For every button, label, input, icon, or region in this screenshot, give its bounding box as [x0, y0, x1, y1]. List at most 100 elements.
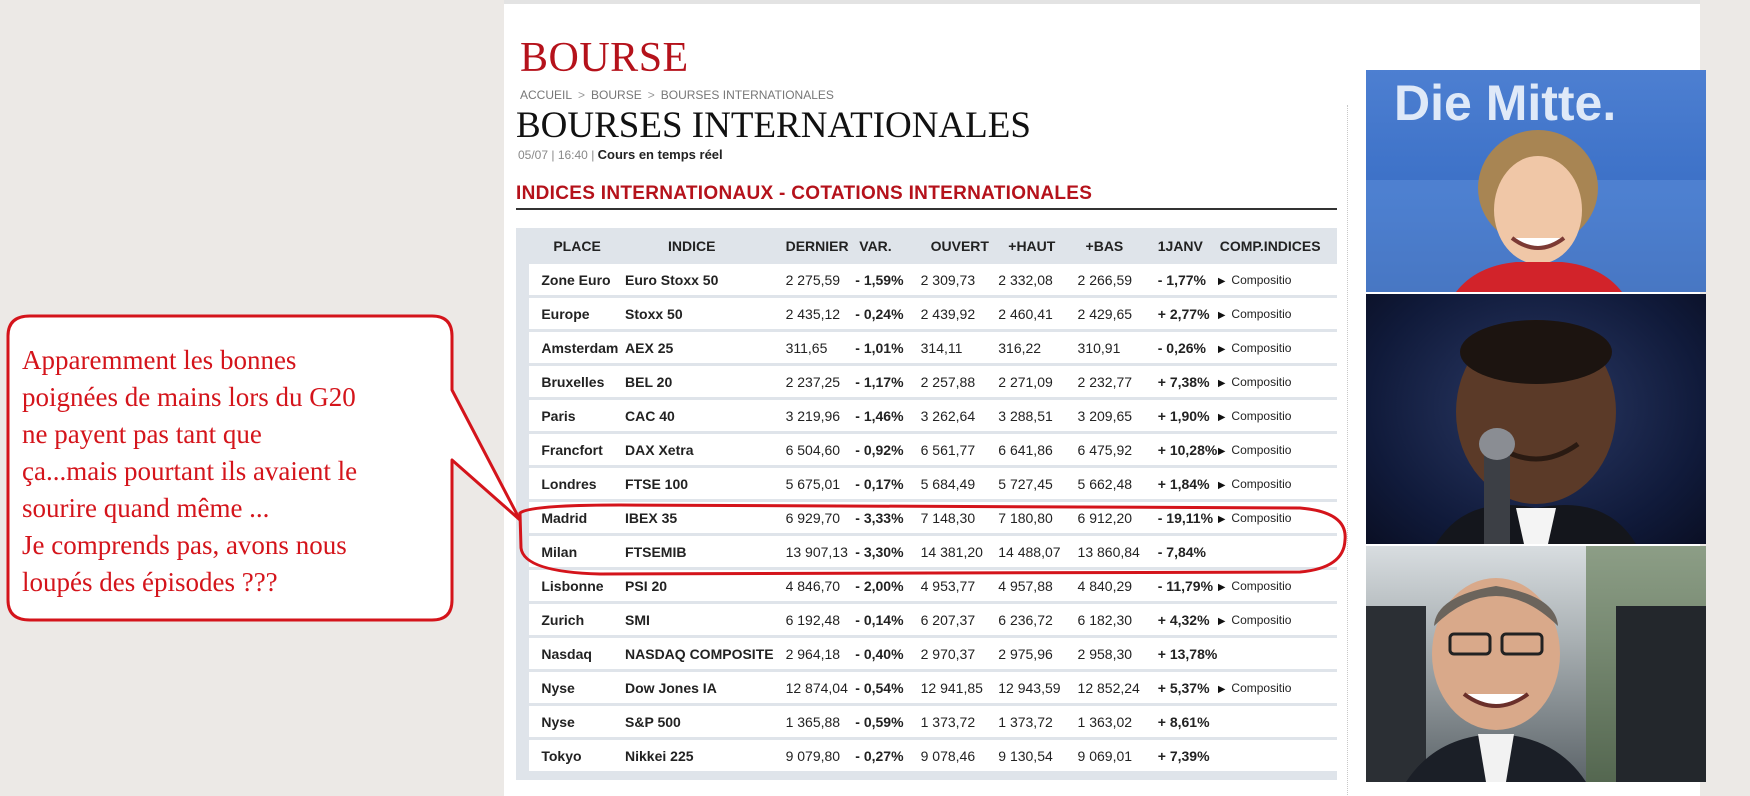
cell-bas: 1 363,02 — [1075, 706, 1156, 740]
cell-indice: Nikkei 225 — [625, 740, 774, 774]
cell-ouvert: 2 439,92 — [916, 298, 997, 332]
cell-dernier: 3 219,96 — [773, 400, 856, 434]
cell-composition[interactable]: ▶ Compositio — [1217, 468, 1337, 502]
photo-merkel-illustration: Die Mitte. — [1366, 75, 1706, 292]
cell-var: - 3,30% — [855, 536, 917, 570]
table-row[interactable]: Londres FTSE 100 5 675,01- 0,17% 5 684,49 5 … — [516, 468, 1337, 502]
annotation-text: Apparemment les bonnes poignées de mains… — [22, 342, 442, 601]
cell-1janv: - 1,77% — [1155, 264, 1218, 298]
photo-merkel: Die Mitte. — [1366, 70, 1706, 292]
cell-haut: 5 727,45 — [996, 468, 1076, 502]
col-header-bas[interactable]: +BAS — [1085, 238, 1124, 254]
cell-var: - 0,54% — [855, 672, 917, 706]
col-header-haut[interactable]: +HAUT — [1008, 238, 1056, 254]
cell-composition[interactable]: ▶ Compositio — [1217, 264, 1337, 298]
composition-link[interactable]: Compositio — [1231, 306, 1292, 321]
cell-indice: CAC 40 — [625, 400, 774, 434]
table-row[interactable]: Francfort DAX Xetra 6 504,60- 0,92% 6 561,7… — [516, 434, 1337, 468]
cell-dernier: 2 964,18 — [773, 638, 856, 672]
table-row[interactable]: Nyse S&P 500 1 365,88- 0,59% 1 373,72 1 373,… — [516, 706, 1337, 740]
cell-indice: NASDAQ COMPOSITE — [625, 638, 774, 672]
triangle-right-icon: ▶ — [1217, 479, 1226, 491]
cell-bas: 3 209,65 — [1075, 400, 1156, 434]
breadcrumb-separator: > — [647, 88, 655, 102]
table-row[interactable]: Milan FTSEMIB 13 907,13- 3,30% 14 381,20 14 … — [516, 536, 1337, 570]
composition-link[interactable]: Compositio — [1231, 374, 1292, 389]
breadcrumb: ACCUEIL > BOURSE > BOURSES INTERNATIONALES — [520, 88, 834, 102]
table-row[interactable]: Bruxelles BEL 20 2 237,25- 1,17% 2 257,88 2 … — [516, 366, 1337, 400]
composition-link[interactable]: Compositio — [1231, 408, 1292, 423]
cell-haut: 7 180,80 — [996, 502, 1076, 536]
table-row[interactable]: Paris CAC 40 3 219,96- 1,46% 3 262,64 3 288,… — [516, 400, 1337, 434]
col-header-1janv[interactable]: 1JANV — [1157, 238, 1203, 254]
cell-bas: 2 429,65 — [1075, 298, 1156, 332]
cell-indice: S&P 500 — [625, 706, 774, 740]
col-header-var[interactable]: VAR. — [859, 238, 892, 254]
table-section-title: INDICES INTERNATIONAUX - COTATIONS INTER… — [516, 183, 1093, 204]
update-date: 05/07 — [518, 148, 549, 162]
quotes-table-container: PLACE INDICE DERNIER VAR. OUVERT +HAUT +… — [516, 228, 1337, 780]
col-header-ouvert[interactable]: OUVERT — [930, 238, 989, 254]
cell-haut: 12 943,59 — [996, 672, 1076, 706]
cell-composition[interactable]: ▶ Compositio — [1217, 502, 1337, 536]
triangle-right-icon: ▶ — [1217, 581, 1226, 593]
cell-composition — [1217, 536, 1337, 570]
cell-haut: 14 488,07 — [996, 536, 1076, 570]
composition-link[interactable]: Compositio — [1231, 442, 1292, 457]
cell-ouvert: 14 381,20 — [916, 536, 997, 570]
cell-composition[interactable]: ▶ Compositio — [1217, 366, 1337, 400]
cell-haut: 4 957,88 — [996, 570, 1076, 604]
cell-var: - 0,27% — [855, 740, 917, 774]
cell-bas: 310,91 — [1075, 332, 1156, 366]
cell-ouvert: 1 373,72 — [916, 706, 997, 740]
table-row[interactable]: Amsterdam AEX 25 311,65- 1,01% 314,11 316,22… — [516, 332, 1337, 366]
breadcrumb-accueil[interactable]: ACCUEIL — [520, 88, 573, 102]
cell-var: - 0,59% — [855, 706, 917, 740]
col-header-dernier[interactable]: DERNIER — [785, 238, 849, 254]
cell-composition[interactable]: ▶ Compositio — [1217, 400, 1337, 434]
col-header-indice[interactable]: INDICE — [668, 238, 716, 254]
cell-dernier: 6 192,48 — [773, 604, 856, 638]
table-row[interactable]: Nasdaq NASDAQ COMPOSITE 2 964,18- 0,40% 2 9… — [516, 638, 1337, 672]
cell-ouvert: 314,11 — [916, 332, 997, 366]
table-row[interactable]: Nyse Dow Jones IA 12 874,04- 0,54% 12 941,8… — [516, 672, 1337, 706]
cell-place: Tokyo — [529, 740, 626, 774]
cell-bas: 2 232,77 — [1075, 366, 1156, 400]
cell-composition[interactable]: ▶ Compositio — [1217, 672, 1337, 706]
cell-var: - 0,92% — [855, 434, 917, 468]
cell-bas: 4 840,29 — [1075, 570, 1156, 604]
cell-haut: 2 332,08 — [996, 264, 1076, 298]
cell-place: Nyse — [529, 672, 626, 706]
breadcrumb-bourse[interactable]: BOURSE — [591, 88, 642, 102]
cell-dernier: 6 929,70 — [773, 502, 856, 536]
breadcrumb-current: BOURSES INTERNATIONALES — [660, 88, 834, 102]
table-row[interactable]: Zone Euro Euro Stoxx 50 2 275,59- 1,59% 2 3… — [516, 264, 1337, 298]
cell-dernier: 12 874,04 — [773, 672, 856, 706]
composition-link[interactable]: Compositio — [1231, 578, 1292, 593]
composition-link[interactable]: Compositio — [1231, 272, 1292, 287]
cell-composition[interactable]: ▶ Compositio — [1217, 434, 1337, 468]
cell-var: - 2,00% — [855, 570, 917, 604]
cell-bas: 5 662,48 — [1075, 468, 1156, 502]
table-row[interactable]: Zurich SMI 6 192,48- 0,14% 6 207,37 6 236,72… — [516, 604, 1337, 638]
composition-link[interactable]: Compositio — [1231, 680, 1292, 695]
table-row[interactable]: Europe Stoxx 50 2 435,12- 0,24% 2 439,92 2 4… — [516, 298, 1337, 332]
table-row[interactable]: Tokyo Nikkei 225 9 079,80- 0,27% 9 078,46 9 … — [516, 740, 1337, 774]
banner-text: Die Mitte. — [1394, 75, 1616, 131]
table-row[interactable]: Lisbonne PSI 20 4 846,70- 2,00% 4 953,77 4 9… — [516, 570, 1337, 604]
table-row[interactable]: Madrid IBEX 35 6 929,70- 3,33% 7 148,30 7 18… — [516, 502, 1337, 536]
triangle-right-icon: ▶ — [1217, 377, 1226, 389]
triangle-right-icon: ▶ — [1217, 343, 1226, 355]
composition-link[interactable]: Compositio — [1231, 510, 1292, 525]
col-header-comp[interactable]: COMP.INDICES — [1219, 238, 1321, 254]
cell-composition[interactable]: ▶ Compositio — [1217, 604, 1337, 638]
composition-link[interactable]: Compositio — [1231, 612, 1292, 627]
col-header-place[interactable]: PLACE — [553, 238, 601, 254]
cell-composition[interactable]: ▶ Compositio — [1217, 298, 1337, 332]
composition-link[interactable]: Compositio — [1231, 340, 1292, 355]
composition-link[interactable]: Compositio — [1231, 476, 1292, 491]
cell-var: - 0,14% — [855, 604, 917, 638]
cell-haut: 9 130,54 — [996, 740, 1076, 774]
cell-composition[interactable]: ▶ Compositio — [1217, 570, 1337, 604]
cell-composition[interactable]: ▶ Compositio — [1217, 332, 1337, 366]
